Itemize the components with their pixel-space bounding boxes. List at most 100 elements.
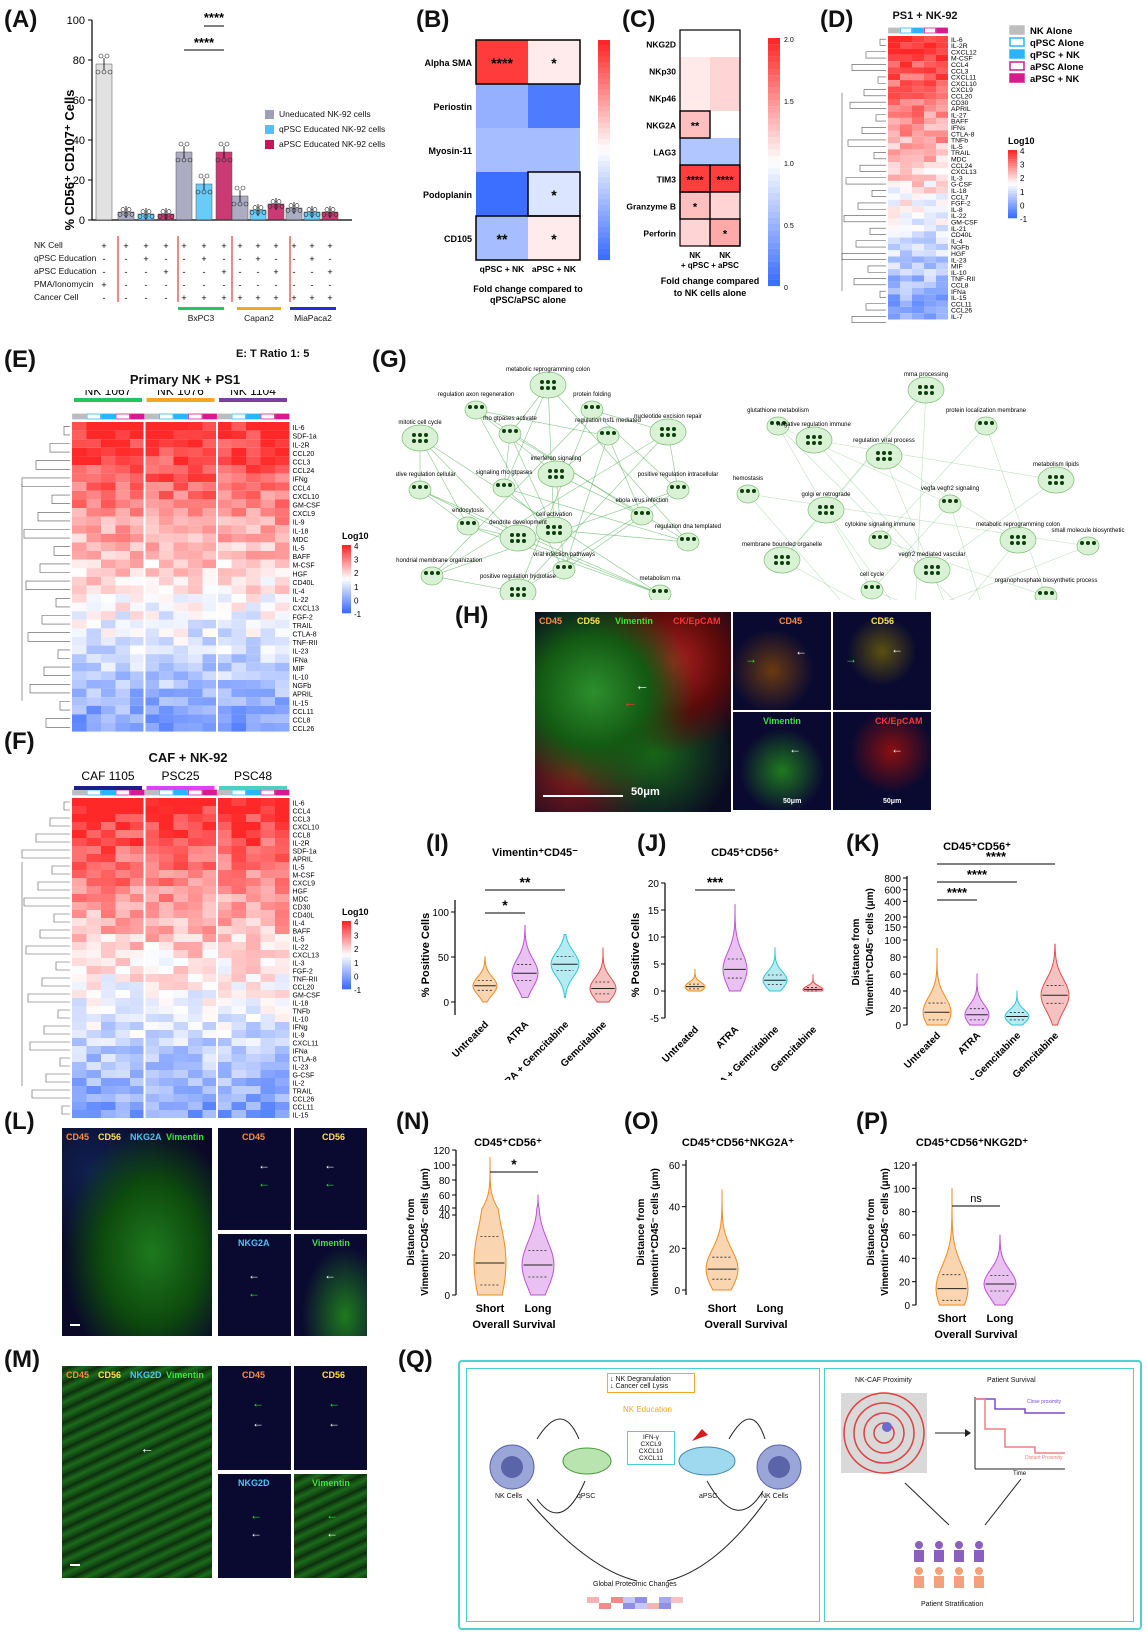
heatmap-cell xyxy=(231,473,246,483)
heatmap-cell xyxy=(246,822,261,830)
heatmap-cell xyxy=(188,958,203,966)
gene-dot xyxy=(660,433,664,437)
heatmap-cell xyxy=(246,870,261,878)
heatmap-cell xyxy=(231,465,246,474)
heatmap-cell xyxy=(912,42,924,49)
heatmap-cell xyxy=(202,814,217,822)
panel-f-title: CAF + NK-92 xyxy=(148,750,228,765)
x-tick-label: Short xyxy=(938,1313,967,1325)
row-label: TNFb xyxy=(951,138,968,145)
heatmap-cell xyxy=(101,814,116,822)
heatmap-cell xyxy=(159,1110,174,1118)
heatmap-cell xyxy=(275,846,290,854)
row-label: IL-15 xyxy=(293,1113,309,1120)
heatmap-cell xyxy=(188,830,203,838)
heatmap-cell xyxy=(130,654,145,663)
heatmap-cell xyxy=(159,806,174,814)
data-point xyxy=(270,199,276,204)
sample-color-strip xyxy=(144,413,159,420)
log-colorbar-segment xyxy=(342,961,351,965)
row-label: CXCL10 xyxy=(293,825,320,832)
heatmap-cell xyxy=(900,225,912,232)
colorbar-segment xyxy=(598,100,610,107)
heatmap-cell xyxy=(231,671,246,680)
heatmap-cell xyxy=(936,124,948,131)
heatmap-cell xyxy=(888,54,900,62)
dendrogram-branch xyxy=(39,563,70,573)
heatmap-cell xyxy=(101,542,116,551)
log-colorbar-segment xyxy=(342,943,351,947)
heatmap-cell xyxy=(188,594,203,603)
data-point xyxy=(258,205,264,210)
heatmap-cell xyxy=(101,465,116,474)
heatmap-cell xyxy=(912,212,924,219)
heatmap-cell xyxy=(72,697,87,706)
heatmap-cell xyxy=(217,602,232,612)
heatmap-cell xyxy=(144,430,159,440)
significance-label: * xyxy=(551,55,557,71)
heatmap-cell xyxy=(217,680,232,689)
row-label: IL-2R xyxy=(293,841,310,848)
q-survival-label: Patient Survival xyxy=(987,1377,1036,1384)
heatmap-cell xyxy=(900,73,912,81)
heatmap-cell xyxy=(231,628,246,637)
gene-dot xyxy=(776,421,780,425)
heatmap-cell xyxy=(710,30,740,57)
gene-dot xyxy=(472,521,476,525)
heatmap-cell xyxy=(246,576,261,586)
dendrogram-branch xyxy=(873,152,886,160)
cluster-node xyxy=(999,526,1037,554)
network-edge xyxy=(915,389,927,600)
heatmap-cell xyxy=(231,637,246,646)
y-tick-label: 600 xyxy=(884,886,901,897)
data-point xyxy=(315,212,321,217)
heatmap-cell xyxy=(173,723,188,732)
row-label: CCL24 xyxy=(293,468,315,475)
colorbar-segment xyxy=(598,89,610,96)
q-stratification-label: Patient Stratification xyxy=(921,1601,984,1608)
heatmap-cell xyxy=(159,942,174,950)
heatmap-cell xyxy=(101,473,116,483)
row-label: CXCL10 xyxy=(293,494,320,501)
col-label: + qPSC xyxy=(681,261,709,270)
dendrogram-branch xyxy=(63,801,70,811)
heatmap-cell xyxy=(159,654,174,663)
heatmap-cell xyxy=(260,516,275,526)
heatmap-cell xyxy=(924,143,936,150)
heatmap-cell xyxy=(173,854,188,862)
heatmap-cell xyxy=(144,654,159,663)
log-colorbar-segment xyxy=(342,567,351,571)
row-label: MIF xyxy=(293,666,305,673)
cluster-label: dendrite development xyxy=(489,520,547,526)
log-colorbar-segment xyxy=(342,927,351,931)
heatmap-cell xyxy=(159,886,174,894)
heatmap-cell xyxy=(888,124,900,131)
heatmap-cell xyxy=(159,559,174,569)
significance-label: * xyxy=(551,231,557,247)
heatmap-cell xyxy=(217,671,232,680)
legend-swatch xyxy=(1009,25,1025,35)
heatmap-cell xyxy=(231,830,246,838)
heatmap-cell xyxy=(115,465,130,474)
heatmap-cell xyxy=(275,465,290,474)
panel-p-violin: CD45⁺CD56⁺NKG2D⁺120100806040200Distance … xyxy=(866,1137,1028,1341)
heatmap-cell xyxy=(144,798,159,806)
heatmap-cell xyxy=(275,822,290,830)
row-label: CXCL12 xyxy=(951,49,977,56)
heatmap-cell xyxy=(159,998,174,1006)
heatmap-cell xyxy=(86,654,101,663)
network-edge xyxy=(871,589,898,600)
row-label: CXCL11 xyxy=(293,1041,319,1048)
heatmap-cell xyxy=(202,958,217,966)
row-label: CCL4 xyxy=(293,485,311,492)
heatmap-cell xyxy=(275,870,290,878)
row-label: CCL26 xyxy=(951,308,972,315)
gene-dot xyxy=(936,571,940,575)
heatmap-cell xyxy=(159,576,174,586)
row-label: CCL24 xyxy=(951,163,972,170)
arrow-icon: ← xyxy=(891,642,903,656)
gene-dot xyxy=(430,571,434,575)
heatmap-cell xyxy=(202,645,217,655)
heatmap-cell xyxy=(159,473,174,483)
heatmap-cell xyxy=(912,105,924,112)
